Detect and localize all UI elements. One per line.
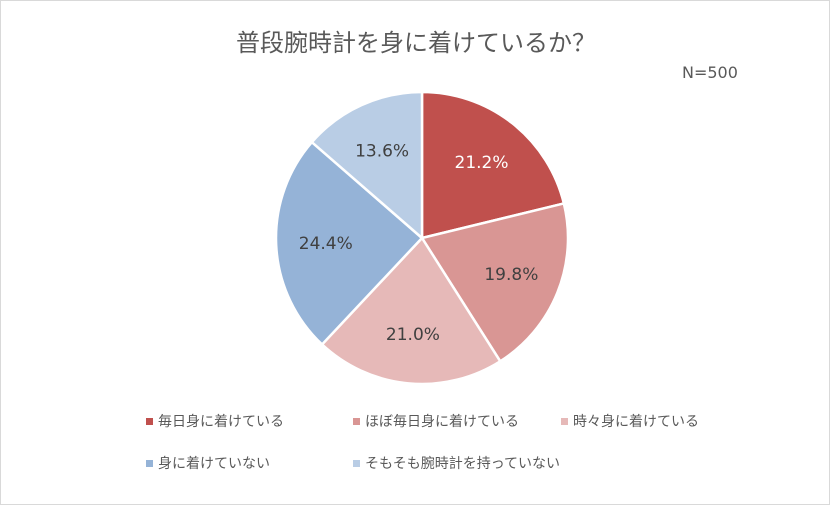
legend-item: 時々身に着けている bbox=[561, 411, 699, 431]
legend-item: そもそも腕時計を持っていない bbox=[353, 453, 560, 473]
sample-size-note: N=500 bbox=[682, 63, 738, 82]
data-label: 21.0% bbox=[386, 325, 440, 345]
legend-swatch bbox=[353, 459, 360, 467]
pie-slice bbox=[274, 140, 424, 347]
legend-swatch bbox=[146, 459, 153, 467]
legend-label: ほぼ毎日身に着けている bbox=[365, 414, 519, 430]
data-label: 21.2% bbox=[455, 153, 509, 173]
data-label: 24.4% bbox=[299, 234, 353, 254]
legend-label: 時々身に着けている bbox=[573, 414, 699, 430]
legend-swatch bbox=[146, 417, 153, 425]
chart-title: 普段腕時計を身に着けているか？ bbox=[236, 29, 596, 57]
pie-slice bbox=[420, 201, 570, 363]
legend-label: そもそも腕時計を持っていない bbox=[365, 456, 561, 472]
legend-item: 毎日身に着けている bbox=[146, 411, 284, 431]
legend-swatch bbox=[353, 417, 360, 425]
data-label: 19.8% bbox=[484, 265, 538, 285]
pie-slice bbox=[310, 90, 424, 241]
pie-slice bbox=[320, 235, 502, 386]
data-label: 13.6% bbox=[355, 141, 409, 161]
legend-label: 身に着けていない bbox=[158, 456, 270, 472]
legend-label: 毎日身に着けている bbox=[158, 414, 284, 430]
pie-slice bbox=[420, 90, 566, 240]
legend-swatch bbox=[561, 417, 568, 425]
legend-item: 身に着けていない bbox=[146, 453, 270, 473]
legend-item: ほぼ毎日身に着けている bbox=[353, 411, 519, 431]
